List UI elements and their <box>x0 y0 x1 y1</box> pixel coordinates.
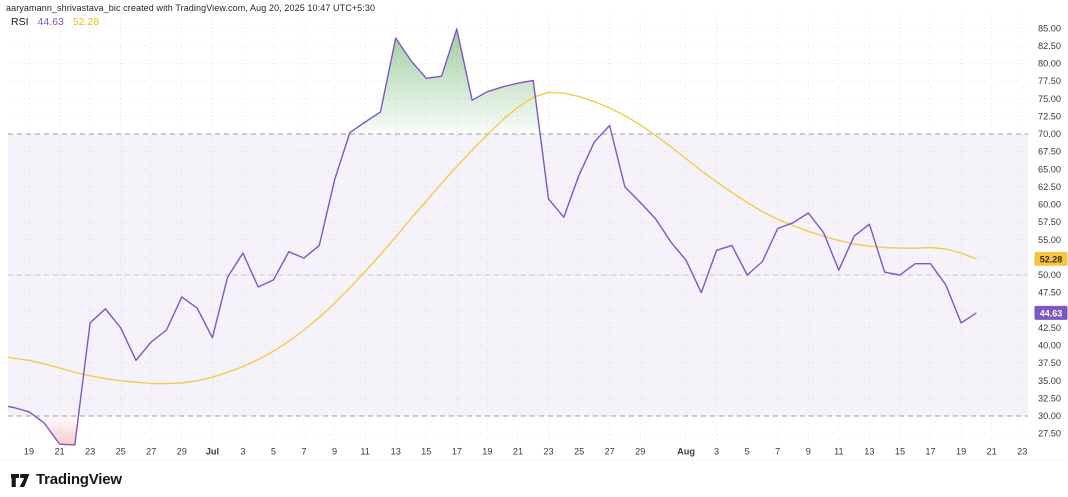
svg-text:72.50: 72.50 <box>1038 111 1061 121</box>
svg-text:29: 29 <box>635 447 645 457</box>
svg-text:13: 13 <box>864 447 874 457</box>
indicator-ma-value: 52.28 <box>72 16 100 28</box>
svg-text:17: 17 <box>452 447 462 457</box>
svg-text:11: 11 <box>360 447 370 457</box>
overbought-fill <box>349 29 612 134</box>
svg-text:13: 13 <box>391 447 401 457</box>
svg-text:82.50: 82.50 <box>1038 41 1061 51</box>
svg-text:50.00: 50.00 <box>1038 270 1061 280</box>
svg-text:21: 21 <box>54 447 64 457</box>
svg-text:19: 19 <box>482 447 492 457</box>
svg-text:7: 7 <box>775 447 780 457</box>
svg-text:21: 21 <box>987 447 997 457</box>
svg-text:25: 25 <box>116 447 126 457</box>
svg-text:47.50: 47.50 <box>1038 288 1061 298</box>
svg-text:60.00: 60.00 <box>1038 200 1061 210</box>
svg-text:5: 5 <box>271 447 276 457</box>
indicator-rsi-value: 44.63 <box>37 16 64 28</box>
svg-text:11: 11 <box>834 447 844 457</box>
svg-text:70.00: 70.00 <box>1038 129 1061 139</box>
tradingview-watermark-label: TradingView <box>36 471 122 488</box>
rsi-ma-line <box>8 91 977 385</box>
svg-text:15: 15 <box>895 447 905 457</box>
svg-text:3: 3 <box>240 447 245 457</box>
svg-text:5: 5 <box>745 447 750 457</box>
svg-text:57.50: 57.50 <box>1038 217 1061 227</box>
svg-text:23: 23 <box>1017 447 1027 457</box>
svg-text:80.00: 80.00 <box>1038 59 1061 69</box>
svg-text:37.50: 37.50 <box>1038 358 1061 368</box>
attribution-text: aaryamann_shrivastava_bic created with T… <box>6 3 376 13</box>
oversold-fill <box>34 416 79 445</box>
svg-text:85.00: 85.00 <box>1038 23 1061 33</box>
svg-text:52.28: 52.28 <box>1040 254 1063 264</box>
svg-text:27: 27 <box>605 447 615 457</box>
svg-text:75.00: 75.00 <box>1038 94 1061 104</box>
svg-text:3: 3 <box>714 447 719 457</box>
svg-text:25: 25 <box>574 447 584 457</box>
price-badge-44.63: 44.63 <box>1034 305 1068 320</box>
svg-text:15: 15 <box>421 447 431 457</box>
svg-text:40.00: 40.00 <box>1038 341 1061 351</box>
svg-text:27: 27 <box>146 447 156 457</box>
svg-text:23: 23 <box>85 447 95 457</box>
svg-text:21: 21 <box>513 447 523 457</box>
time-axis[interactable]: 19 21 23 25 27 29 Jul 3 5 7 9 11 13 15 17 19 21 23 25 27 29 A… <box>24 447 1027 457</box>
price-badge-52.28: 52.28 <box>1034 251 1068 266</box>
svg-text:23: 23 <box>543 447 553 457</box>
svg-text:Jul: Jul <box>206 447 219 457</box>
svg-text:67.50: 67.50 <box>1038 147 1061 157</box>
svg-text:19: 19 <box>24 447 34 457</box>
svg-text:27.50: 27.50 <box>1038 429 1061 439</box>
svg-text:9: 9 <box>806 447 811 457</box>
svg-text:55.00: 55.00 <box>1038 235 1061 245</box>
svg-text:30.00: 30.00 <box>1038 411 1061 421</box>
tradingview-watermark[interactable]: TradingView <box>10 471 122 488</box>
svg-text:32.50: 32.50 <box>1038 393 1061 403</box>
svg-text:29: 29 <box>177 447 187 457</box>
svg-text:17: 17 <box>925 447 935 457</box>
tradingview-logo-icon <box>10 471 30 488</box>
svg-text:42.50: 42.50 <box>1038 323 1061 333</box>
indicator-name: RSI <box>11 16 29 28</box>
svg-text:62.50: 62.50 <box>1038 182 1061 192</box>
svg-text:7: 7 <box>301 447 306 457</box>
svg-text:65.00: 65.00 <box>1038 164 1061 174</box>
svg-text:19: 19 <box>956 447 966 457</box>
svg-text:Aug: Aug <box>677 447 695 457</box>
svg-text:35.00: 35.00 <box>1038 376 1061 386</box>
svg-text:77.50: 77.50 <box>1038 76 1061 86</box>
svg-text:9: 9 <box>332 447 337 457</box>
rsi-line <box>8 28 977 446</box>
price-axis[interactable]: 85.00 82.50 80.00 77.50 75.00 72.50 70.00 67.50… <box>1038 23 1061 438</box>
indicator-legend: RSI 44.63 52.28 <box>11 16 99 28</box>
svg-text:44.63: 44.63 <box>1040 308 1063 318</box>
